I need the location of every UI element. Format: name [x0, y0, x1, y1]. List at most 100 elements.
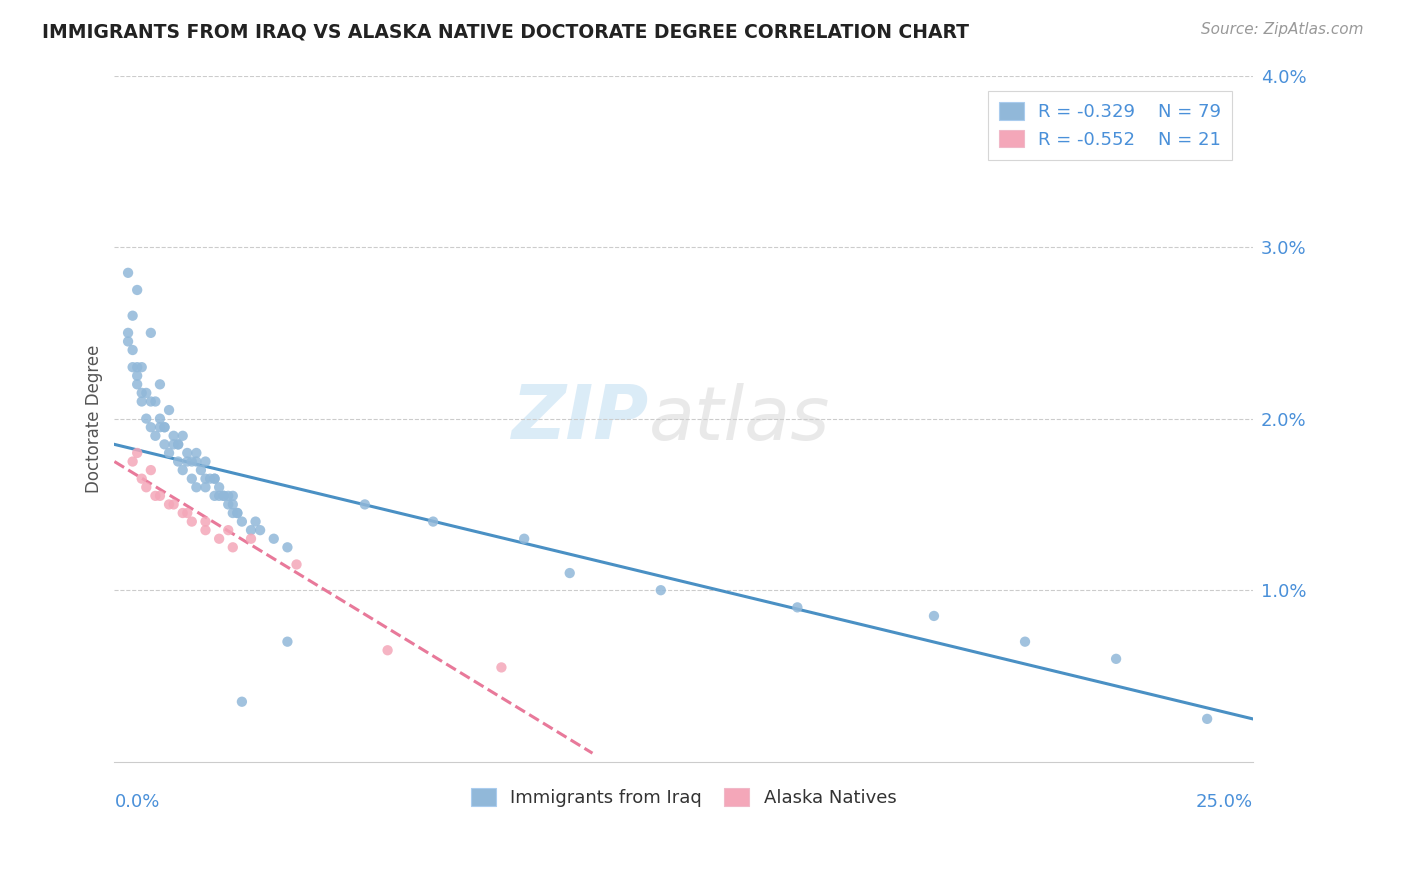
Point	[131, 385, 153, 400]
Point	[1105, 652, 1128, 666]
Point	[139, 420, 162, 434]
Point	[121, 360, 143, 375]
Point	[650, 583, 672, 598]
Point	[157, 403, 180, 417]
Point	[208, 480, 231, 494]
Point	[226, 506, 249, 520]
Point	[186, 454, 208, 468]
Point	[208, 532, 231, 546]
Y-axis label: Doctorate Degree: Doctorate Degree	[86, 344, 103, 493]
Point	[558, 566, 581, 580]
Point	[263, 532, 285, 546]
Point	[786, 600, 808, 615]
Point	[145, 394, 167, 409]
Point	[212, 489, 235, 503]
Point	[127, 283, 149, 297]
Point	[153, 420, 176, 434]
Point	[145, 489, 167, 503]
Point	[240, 523, 263, 537]
Point	[285, 558, 308, 572]
Point	[167, 454, 190, 468]
Point	[222, 541, 245, 555]
Text: 25.0%: 25.0%	[1195, 793, 1253, 811]
Point	[139, 394, 162, 409]
Point	[139, 463, 162, 477]
Point	[145, 429, 167, 443]
Point	[240, 532, 263, 546]
Point	[139, 326, 162, 340]
Text: 0.0%: 0.0%	[114, 793, 160, 811]
Point	[162, 429, 184, 443]
Point	[212, 489, 235, 503]
Point	[276, 541, 298, 555]
Point	[190, 463, 212, 477]
Point	[153, 437, 176, 451]
Point	[172, 429, 194, 443]
Point	[127, 360, 149, 375]
Point	[131, 394, 153, 409]
Point	[135, 385, 157, 400]
Point	[127, 368, 149, 383]
Point	[204, 472, 226, 486]
Point	[222, 498, 245, 512]
Point	[149, 489, 172, 503]
Point	[194, 454, 217, 468]
Point	[180, 454, 202, 468]
Point	[117, 326, 139, 340]
Point	[127, 377, 149, 392]
Point	[922, 609, 945, 624]
Point	[135, 411, 157, 425]
Point	[249, 523, 271, 537]
Point	[217, 489, 239, 503]
Text: Source: ZipAtlas.com: Source: ZipAtlas.com	[1201, 22, 1364, 37]
Point	[162, 498, 184, 512]
Text: IMMIGRANTS FROM IRAQ VS ALASKA NATIVE DOCTORATE DEGREE CORRELATION CHART: IMMIGRANTS FROM IRAQ VS ALASKA NATIVE DO…	[42, 22, 969, 41]
Point	[127, 446, 149, 460]
Point	[117, 334, 139, 349]
Point	[198, 472, 221, 486]
Point	[121, 309, 143, 323]
Point	[194, 472, 217, 486]
Point	[157, 498, 180, 512]
Point	[217, 498, 239, 512]
Point	[194, 515, 217, 529]
Point	[167, 437, 190, 451]
Text: ZIP: ZIP	[512, 382, 650, 455]
Point	[131, 360, 153, 375]
Point	[117, 266, 139, 280]
Legend: Immigrants from Iraq, Alaska Natives: Immigrants from Iraq, Alaska Natives	[464, 781, 904, 814]
Point	[1197, 712, 1219, 726]
Point	[135, 480, 157, 494]
Point	[245, 515, 267, 529]
Point	[231, 515, 253, 529]
Point	[204, 472, 226, 486]
Point	[204, 489, 226, 503]
Point	[180, 515, 202, 529]
Point	[167, 437, 190, 451]
Point	[162, 437, 184, 451]
Point	[231, 695, 253, 709]
Point	[217, 523, 239, 537]
Point	[149, 420, 172, 434]
Point	[276, 634, 298, 648]
Point	[176, 454, 198, 468]
Point	[353, 498, 375, 512]
Point	[121, 343, 143, 357]
Point	[1014, 634, 1036, 648]
Point	[422, 515, 444, 529]
Point	[513, 532, 536, 546]
Point	[149, 411, 172, 425]
Point	[157, 446, 180, 460]
Point	[176, 506, 198, 520]
Point	[149, 377, 172, 392]
Point	[208, 489, 231, 503]
Point	[226, 506, 249, 520]
Point	[194, 523, 217, 537]
Point	[194, 480, 217, 494]
Point	[180, 472, 202, 486]
Point	[153, 420, 176, 434]
Point	[121, 454, 143, 468]
Point	[186, 446, 208, 460]
Point	[131, 472, 153, 486]
Point	[172, 506, 194, 520]
